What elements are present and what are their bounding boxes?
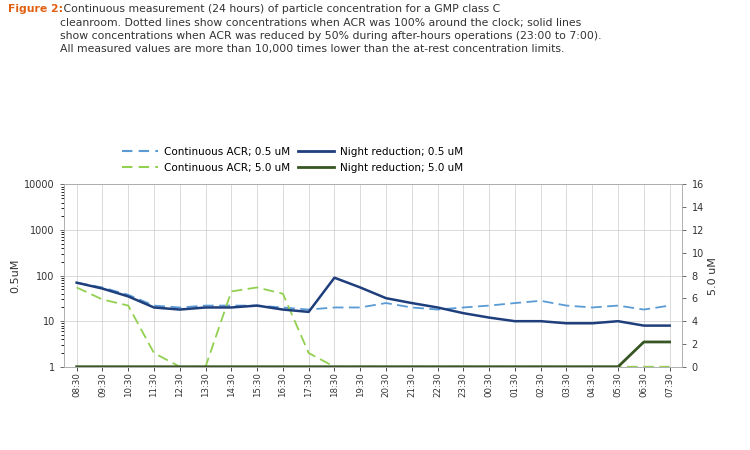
Text: Figure 2:: Figure 2: bbox=[8, 4, 62, 14]
Y-axis label: 5.0 uM: 5.0 uM bbox=[708, 256, 718, 295]
Y-axis label: 0.5uM: 0.5uM bbox=[10, 258, 20, 293]
Legend: Continuous ACR; 5.0 uM, Night reduction; 5.0 uM: Continuous ACR; 5.0 uM, Night reduction;… bbox=[118, 159, 467, 177]
Text: Continuous measurement (24 hours) of particle concentration for a GMP class C
cl: Continuous measurement (24 hours) of par… bbox=[61, 4, 602, 54]
